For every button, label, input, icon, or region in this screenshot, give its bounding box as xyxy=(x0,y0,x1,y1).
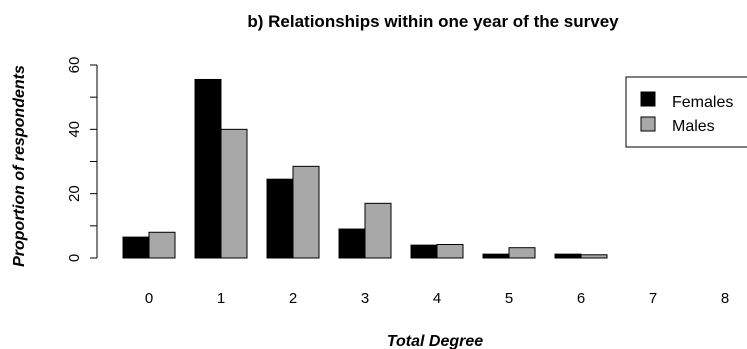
x-tick-label: 8 xyxy=(721,290,729,307)
x-axis-ticks: 0 1 2 3 4 5 6 7 8 xyxy=(145,290,729,307)
bar-females-6 xyxy=(554,253,582,259)
bar-males-1 xyxy=(220,128,248,259)
legend: Females Males xyxy=(625,76,747,148)
x-tick-label: 4 xyxy=(433,290,441,307)
y-tick-label: 40 xyxy=(66,121,83,138)
legend-box xyxy=(625,76,747,148)
bars xyxy=(122,78,608,259)
bar-females-3 xyxy=(338,228,366,259)
y-tick-label: 0 xyxy=(66,254,83,262)
legend-label-males: Males xyxy=(672,118,715,135)
bar-males-4 xyxy=(436,243,464,259)
bar-females-1 xyxy=(194,78,222,259)
bar-males-6 xyxy=(580,254,608,259)
legend-swatch-males xyxy=(640,116,656,132)
x-tick-label: 2 xyxy=(289,290,297,307)
x-tick-label: 7 xyxy=(649,290,657,307)
bar-males-0 xyxy=(148,231,176,259)
x-tick-label: 3 xyxy=(361,290,369,307)
y-tick-label: 60 xyxy=(66,57,83,74)
x-tick-label: 0 xyxy=(145,290,153,307)
bar-females-5 xyxy=(482,253,510,259)
y-axis: 0 20 40 60 xyxy=(66,57,98,262)
bar-females-4 xyxy=(410,244,438,259)
x-tick-label: 1 xyxy=(217,290,225,307)
y-axis-label: Proportion of respondents xyxy=(11,65,28,267)
x-tick-label: 5 xyxy=(505,290,513,307)
bar-males-3 xyxy=(364,202,392,259)
chart-title: b) Relationships within one year of the … xyxy=(247,12,619,31)
bar-females-2 xyxy=(266,178,294,259)
legend-swatch-females xyxy=(640,91,656,107)
bar-males-5 xyxy=(508,247,536,259)
bar-males-2 xyxy=(292,165,320,259)
x-tick-label: 6 xyxy=(577,290,585,307)
x-axis-label: Total Degree xyxy=(387,333,483,349)
legend-label-females: Females xyxy=(672,94,733,111)
y-tick-label: 20 xyxy=(66,185,83,202)
bar-females-0 xyxy=(122,236,150,259)
